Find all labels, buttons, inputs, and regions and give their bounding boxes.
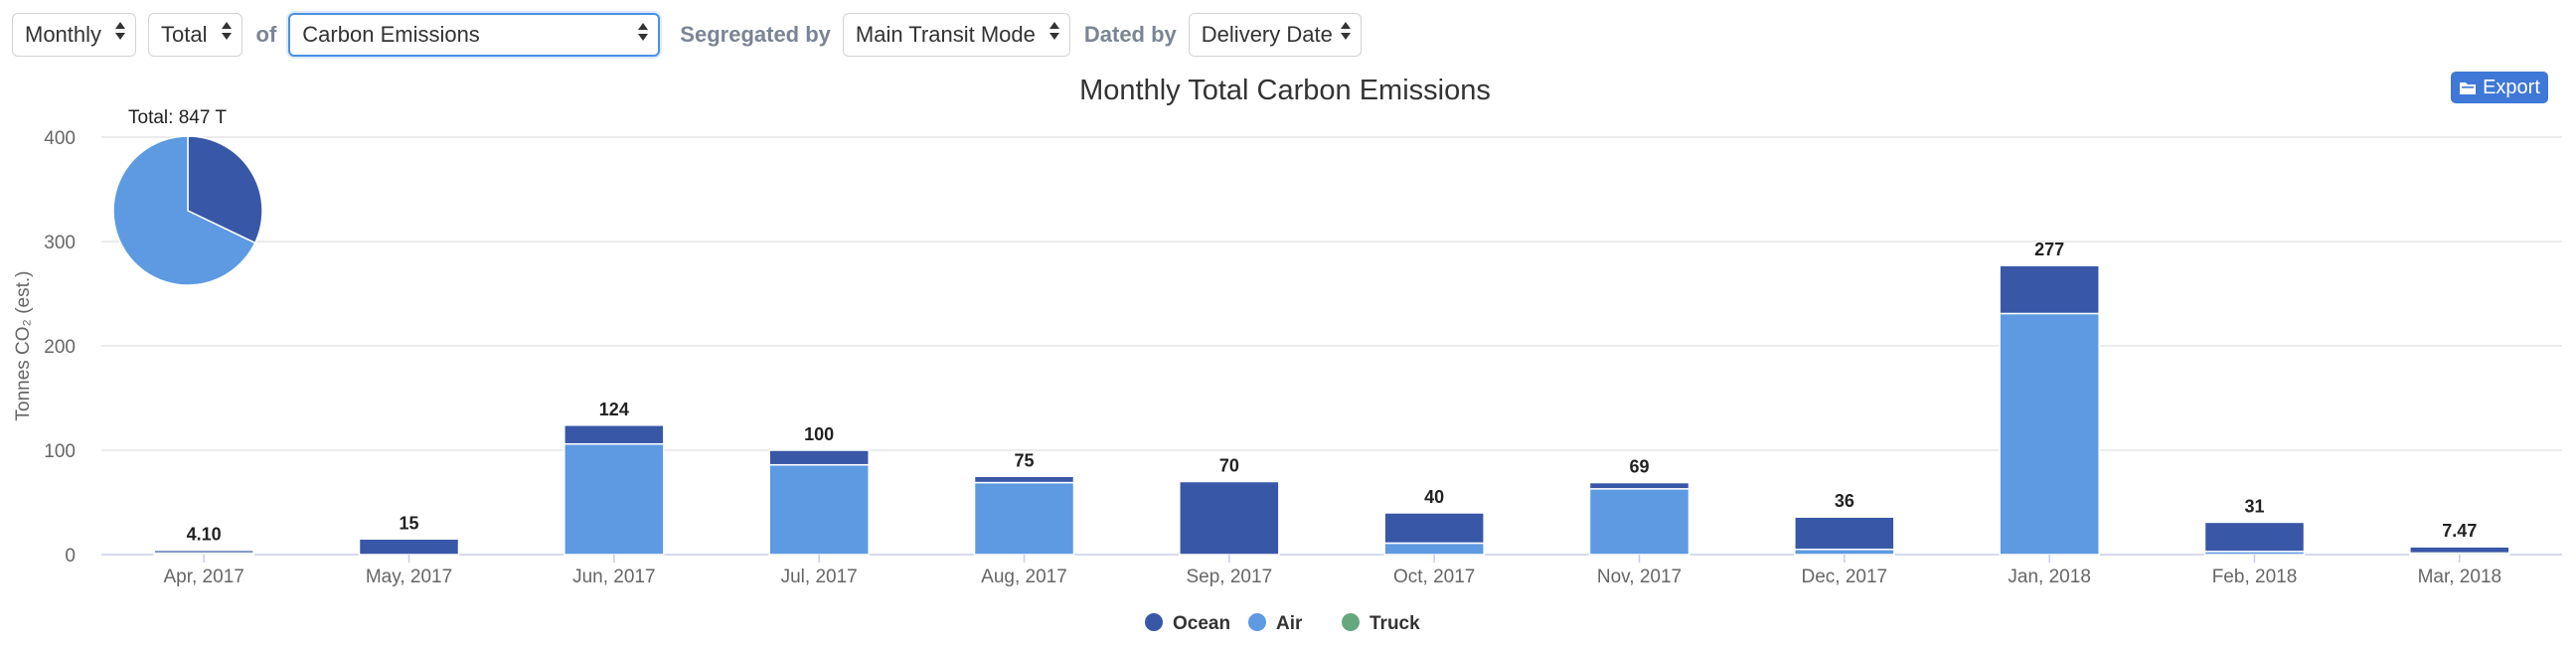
bar-segment-air[interactable] — [973, 481, 1075, 556]
legend-item-truck[interactable]: Truck — [1369, 613, 1420, 634]
bar-total-label: 70 — [1219, 456, 1239, 476]
bar-total-label: 31 — [2244, 496, 2264, 516]
x-tick-label: Nov, 2017 — [1597, 567, 1682, 587]
bar-total-label: 15 — [399, 513, 418, 533]
y-tick-label: 0 — [65, 546, 76, 567]
folder-icon — [2460, 81, 2477, 94]
bar-segment-air[interactable] — [1999, 312, 2100, 556]
x-tick-label: Jan, 2018 — [2008, 567, 2090, 587]
x-tick-label: Jul, 2017 — [781, 567, 858, 587]
legend-marker-air[interactable] — [1248, 613, 1266, 631]
bar-total-label: 75 — [1014, 450, 1034, 470]
bars-group: 4.10 15 124 100 75 70 40 69 36 277 31 7.47 — [153, 240, 2510, 556]
x-tick-label: Feb, 2018 — [2212, 567, 2298, 587]
aggregate-select[interactable]: Total — [148, 13, 242, 57]
pie-slice-ocean[interactable] — [187, 135, 263, 244]
segregate-select-value: Main Transit Mode — [855, 22, 1036, 47]
bar-total-label: 7.47 — [2442, 521, 2477, 541]
y-tick-label: 300 — [44, 233, 76, 253]
select-arrows-icon — [115, 22, 126, 40]
select-arrows-icon — [1340, 22, 1351, 40]
bar-segment-ocean[interactable] — [768, 449, 870, 466]
bar-segment-ocean[interactable] — [153, 549, 254, 555]
period-select-value: Monthly — [25, 22, 102, 47]
grid-lines: 0 100 200 300 400 — [44, 128, 2562, 567]
x-axis-labels: Apr, 2017 May, 2017 Jun, 2017 Jul, 2017 Aug,… — [163, 555, 2501, 587]
legend-item-air[interactable]: Air — [1276, 613, 1303, 634]
bar-segment-air[interactable] — [768, 463, 870, 556]
chart-title: Monthly Total Carbon Emissions — [1079, 75, 1491, 106]
export-button[interactable]: Export — [2451, 72, 2548, 103]
segregated-by-label: Segregated by — [680, 22, 831, 47]
bar-segment-air[interactable] — [1794, 549, 1895, 556]
of-label: of — [255, 22, 277, 47]
select-arrows-icon — [1048, 22, 1059, 40]
legend-marker-truck[interactable] — [1342, 613, 1360, 631]
pie-total-label: Total: 847 T — [128, 107, 227, 128]
aggregate-select-value: Total — [161, 22, 208, 47]
y-axis-label: Tonnes CO₂ (est.) — [13, 271, 34, 421]
bar-segment-air[interactable] — [1383, 542, 1485, 556]
total-pie-chart: Total: 847 T — [112, 107, 263, 286]
bar-total-label: 36 — [1835, 491, 1854, 511]
x-tick-label: Sep, 2017 — [1187, 567, 1273, 587]
y-tick-label: 400 — [44, 128, 76, 149]
dated-by-label: Dated by — [1083, 22, 1177, 47]
bar-segment-ocean[interactable] — [1588, 481, 1690, 490]
y-tick-label: 100 — [44, 441, 76, 462]
date-field-select-value: Delivery Date — [1201, 22, 1333, 47]
export-label: Export — [2483, 76, 2540, 98]
bar-segment-ocean[interactable] — [1794, 516, 1895, 551]
bar-segment-ocean[interactable] — [1999, 264, 2100, 315]
bar-total-label: 277 — [2034, 240, 2064, 259]
period-select[interactable]: Monthly — [12, 13, 137, 57]
bar-segment-ocean[interactable] — [358, 538, 460, 556]
date-field-select[interactable]: Delivery Date — [1188, 13, 1362, 57]
bar-segment-ocean[interactable] — [1179, 480, 1280, 556]
chart-controls: Monthly Total of Carbon Emissions Segreg… — [12, 12, 1373, 58]
x-tick-label: Mar, 2018 — [2418, 567, 2502, 587]
bar-total-label: 100 — [804, 424, 834, 444]
legend-item-ocean[interactable]: Ocean — [1173, 613, 1230, 634]
metric-select[interactable]: Carbon Emissions — [288, 13, 661, 57]
segregate-select[interactable]: Main Transit Mode — [842, 13, 1070, 57]
bar-segment-air[interactable] — [564, 442, 665, 556]
chart-legend[interactable]: Ocean Air Truck — [1145, 613, 1420, 634]
bar-segment-ocean[interactable] — [2409, 546, 2510, 555]
bar-total-label: 4.10 — [187, 525, 222, 545]
pie-slice-air[interactable] — [112, 135, 256, 286]
bar-segment-ocean[interactable] — [973, 475, 1075, 484]
bar-total-label: 69 — [1629, 457, 1649, 477]
x-tick-label: Aug, 2017 — [981, 567, 1067, 587]
x-tick-label: Dec, 2017 — [1802, 567, 1888, 587]
bar-segment-ocean[interactable] — [1383, 512, 1485, 545]
metric-select-value: Carbon Emissions — [302, 22, 480, 47]
y-tick-label: 200 — [44, 337, 76, 358]
bar-segment-ocean[interactable] — [2203, 521, 2306, 553]
bar-total-label: 124 — [599, 400, 629, 419]
x-tick-label: May, 2017 — [366, 567, 452, 587]
select-arrows-icon — [638, 23, 649, 41]
bar-segment-air[interactable] — [1588, 488, 1690, 556]
x-tick-label: Apr, 2017 — [163, 567, 243, 587]
legend-marker-ocean[interactable] — [1145, 613, 1163, 631]
select-arrows-icon — [221, 22, 232, 40]
bar-segment-ocean[interactable] — [564, 424, 665, 445]
x-tick-label: Jun, 2017 — [572, 567, 655, 587]
bar-total-label: 40 — [1424, 487, 1444, 507]
x-tick-label: Oct, 2017 — [1393, 567, 1475, 587]
